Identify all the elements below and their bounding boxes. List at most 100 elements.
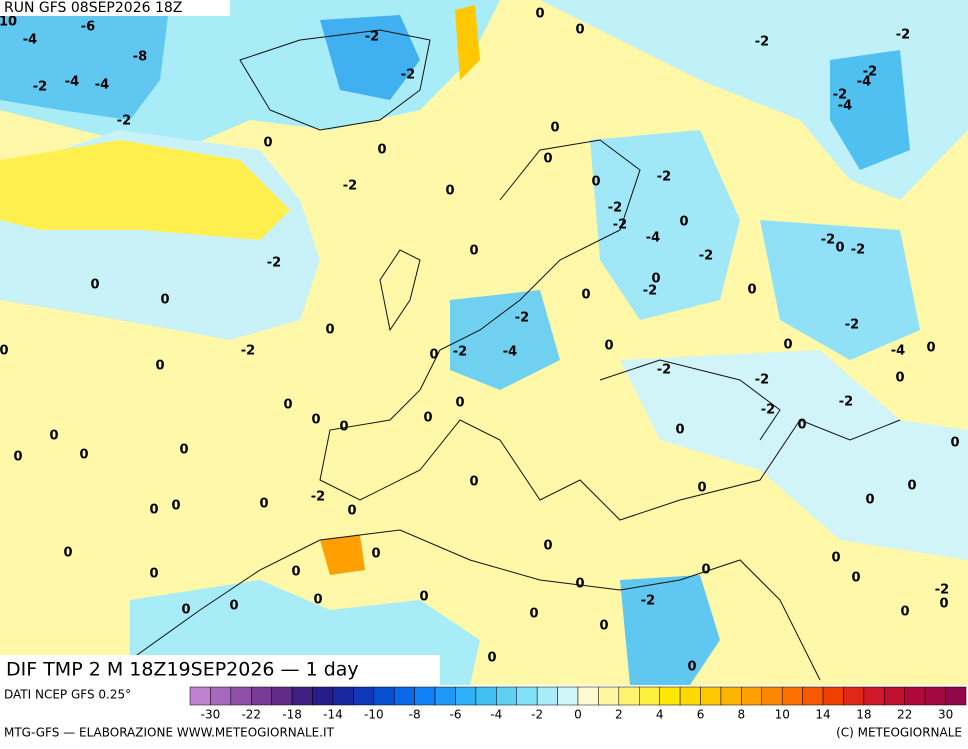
contour-label: -2 — [643, 284, 657, 299]
contour-label: 0 — [13, 450, 22, 465]
contour-label: -4 — [838, 99, 852, 114]
contour-label: 0 — [543, 539, 552, 554]
colorbar-label: -14 — [323, 708, 343, 722]
colorbar-swatch — [884, 686, 905, 706]
title-box — [0, 655, 440, 685]
contour-label: -2 — [821, 233, 835, 248]
field-cool — [620, 350, 968, 560]
contour-label: -2 — [839, 395, 853, 410]
colorbar-label: 0 — [574, 708, 582, 722]
contour-label: 0 — [543, 152, 552, 167]
colorbar-swatch — [312, 686, 334, 706]
field-cold — [830, 50, 910, 170]
field-hot — [455, 5, 480, 80]
contour-label: 0 — [283, 398, 292, 413]
contour-label: 0 — [429, 348, 438, 363]
contour-label: -2 — [935, 583, 949, 598]
contour-label: 0 — [797, 418, 806, 433]
contour-label: 0 — [599, 619, 608, 634]
contour-label: 0 — [445, 184, 454, 199]
contour-label: -4 — [646, 231, 660, 246]
contour-label: -2 — [515, 311, 529, 326]
colorbar-swatch — [496, 686, 517, 706]
colorbar-swatch — [639, 686, 660, 706]
contour-label: 0 — [851, 571, 860, 586]
colorbar-swatch — [761, 686, 783, 706]
field-cool — [590, 130, 740, 320]
colorbar-swatch — [741, 686, 763, 706]
colorbar-label: 22 — [897, 708, 912, 722]
contour-label: -4 — [65, 75, 79, 90]
contour-label: 0 — [604, 339, 613, 354]
contour-label: 10 — [0, 15, 17, 30]
colorbar-swatch — [393, 686, 415, 706]
contour-label: -2 — [241, 344, 255, 359]
contour-label: 0 — [926, 341, 935, 356]
colorbar-swatch — [659, 686, 681, 706]
contour-label: -2 — [343, 179, 357, 194]
contour-label: 0 — [907, 479, 916, 494]
colorbar-swatch — [291, 686, 313, 706]
colorbar-swatch — [210, 686, 232, 706]
contour-label: 0 — [179, 443, 188, 458]
contour-label: 0 — [831, 551, 840, 566]
colorbar-label: -2 — [531, 708, 543, 722]
contour-label: 0 — [181, 603, 190, 618]
contour-label: 0 — [229, 599, 238, 614]
contour-label: 0 — [575, 23, 584, 38]
contour-label: 0 — [575, 577, 584, 592]
contour-label: 0 — [79, 448, 88, 463]
contour-label: 0 — [149, 503, 158, 518]
colorbar-swatch — [230, 686, 252, 706]
header-box — [0, 0, 230, 16]
contour-label: 0 — [325, 323, 334, 338]
colorbar-label: -10 — [364, 708, 384, 722]
footer-right: (C) METEOGIORNALE — [836, 726, 962, 740]
colorbar-swatch — [924, 686, 946, 706]
contour-label: 0 — [455, 396, 464, 411]
colorbar: -30 -22 -18 -14 -10 -8 -6 -4 -2 0 2 4 6 8 10 14 18 22 30 — [189, 686, 967, 722]
colorbar-swatch — [781, 686, 803, 706]
contour-label: -2 — [365, 30, 379, 45]
source-label: DATI NCEP GFS 0.25° — [4, 688, 131, 702]
colorbar-label: 6 — [697, 708, 705, 722]
colorbar-swatch — [843, 686, 865, 706]
contour-label: 0 — [529, 607, 538, 622]
colorbar-label: -18 — [282, 708, 302, 722]
colorbar-label: 4 — [656, 708, 664, 722]
colorbar-swatch — [904, 686, 926, 706]
contour-label: -2 — [657, 363, 671, 378]
contour-label: 0 — [675, 423, 684, 438]
contour-label: 0 — [469, 475, 478, 490]
coastline — [379, 249, 421, 332]
contour-label: -2 — [761, 403, 775, 418]
contour-label: -2 — [311, 490, 325, 505]
contour-label: -2 — [863, 65, 877, 80]
colorbar-label: -4 — [490, 708, 502, 722]
contour-label: 0 — [313, 593, 322, 608]
field-cool — [760, 220, 920, 360]
colorbar-swatch — [577, 686, 599, 706]
contour-label: 0 — [291, 565, 300, 580]
contour-label: 0 — [697, 481, 706, 496]
contour-label: 0 — [419, 590, 428, 605]
colorbar-swatch — [945, 686, 967, 706]
coastline — [239, 29, 431, 131]
colorbar-swatch — [475, 686, 497, 706]
colorbar-label: 14 — [815, 708, 830, 722]
colorbar-swatch — [822, 686, 844, 706]
colorbar-swatch — [863, 686, 885, 706]
coastline — [599, 359, 781, 441]
contour-label: -2 — [657, 170, 671, 185]
contour-label: -2 — [833, 88, 847, 103]
contour-label: -4 — [857, 75, 871, 90]
colorbar-label: -22 — [241, 708, 261, 722]
colorbar-swatch — [189, 686, 211, 706]
contour-label: 0 — [49, 429, 58, 444]
contour-label: 0 — [423, 411, 432, 426]
contour-label: 0 — [160, 293, 169, 308]
contour-label: 0 — [469, 244, 478, 259]
contour-label: -4 — [503, 345, 517, 360]
field-cold — [320, 15, 420, 100]
